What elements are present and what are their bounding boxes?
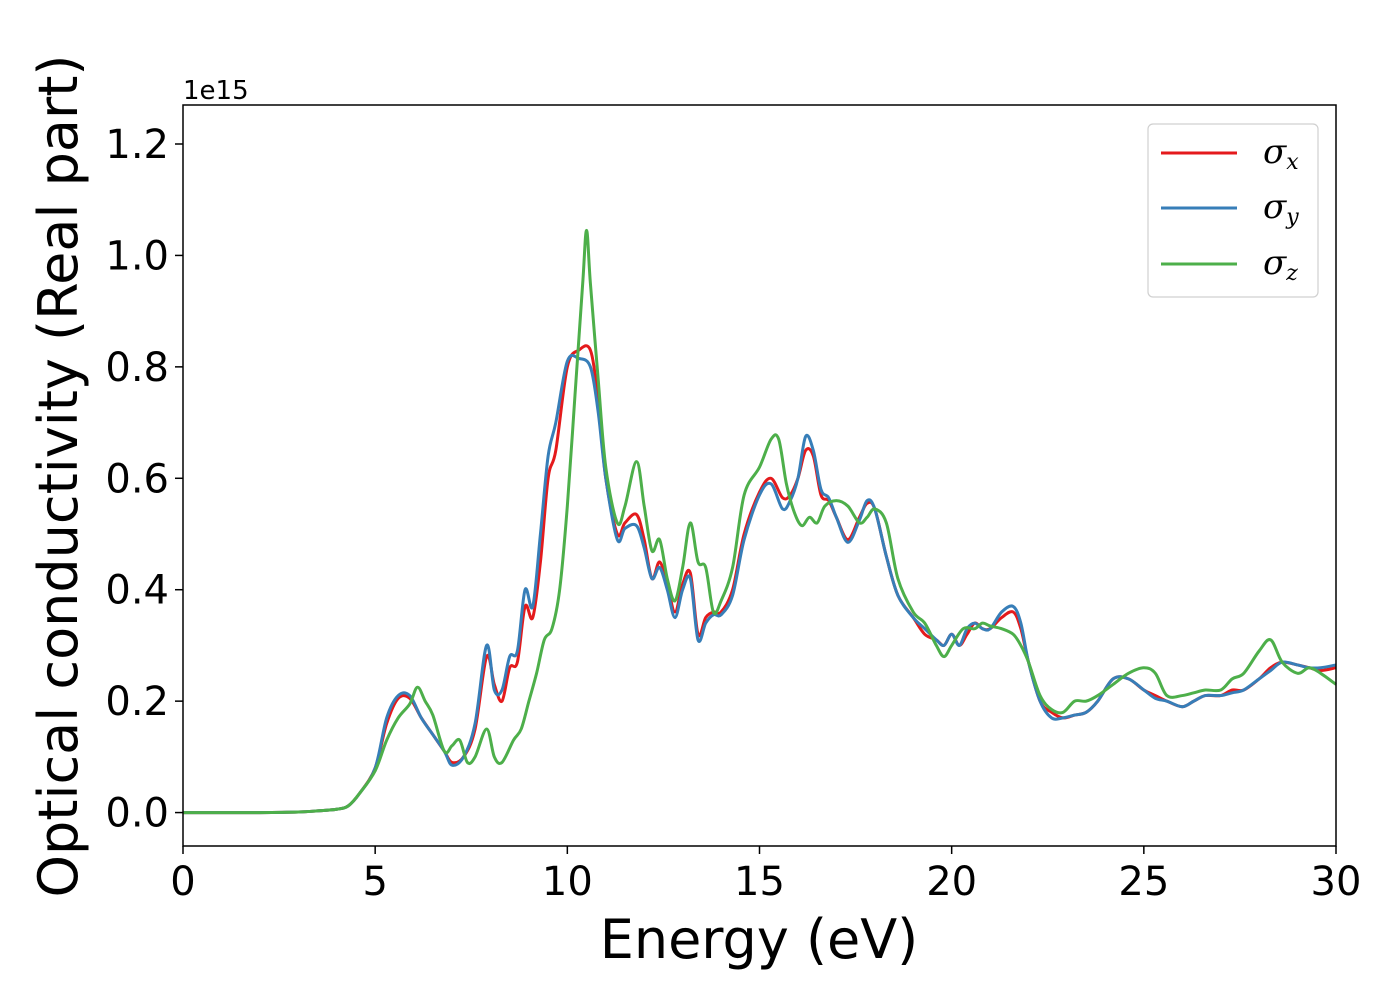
y-tick-label: 0.6 [105,456,169,502]
y-offset-label: 1e15 [183,76,249,106]
x-tick-label: 25 [1118,859,1169,905]
x-tick-label: 15 [734,859,785,905]
y-axis-title: Optical conductivity (Real part) [27,55,90,898]
x-tick-label: 20 [926,859,977,905]
x-tick-label: 0 [170,859,195,905]
y-tick-label: 0.0 [105,791,169,837]
legend-box [1147,123,1319,298]
y-tick-label: 1.2 [105,122,169,168]
y-tick-label: 0.4 [105,568,169,614]
plot-area [183,105,1336,846]
x-tick-label: 30 [1311,859,1362,905]
x-tick-label: 5 [362,859,387,905]
series-line-y [182,353,1337,815]
series-line-z [182,228,1337,815]
y-tick-label: 0.2 [105,679,169,725]
x-tick-label: 10 [542,859,593,905]
series-layer [182,228,1337,815]
x-axis: 0 5 10 15 20 25 30 [170,846,1361,905]
y-tick-label: 1.0 [105,233,169,279]
x-axis-title: Energy (eV) [600,908,919,971]
y-axis: 0.0 0.2 0.4 0.6 0.8 1.0 1.2 [105,122,183,837]
y-tick-label: 0.8 [105,345,169,391]
